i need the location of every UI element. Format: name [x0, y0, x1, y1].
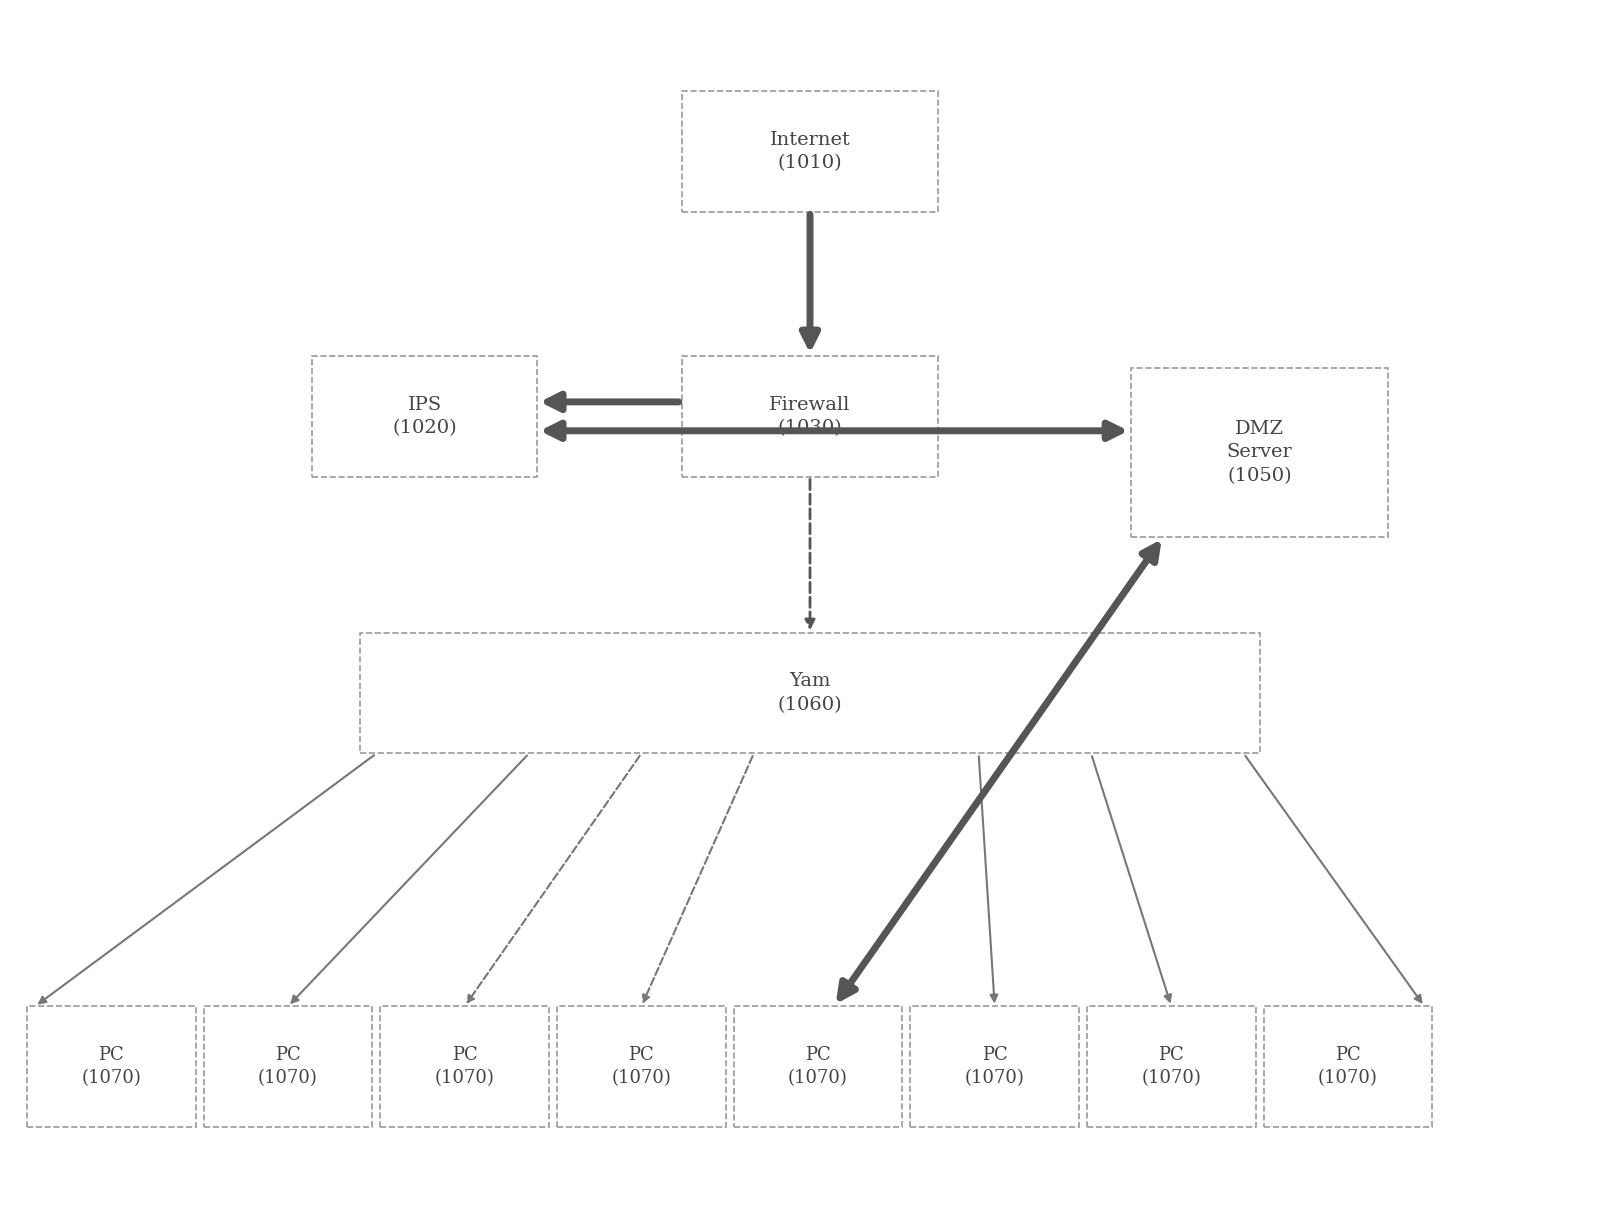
Text: Yam
(1060): Yam (1060)	[778, 672, 842, 714]
FancyBboxPatch shape	[682, 91, 938, 212]
FancyBboxPatch shape	[360, 633, 1260, 754]
FancyBboxPatch shape	[204, 1006, 373, 1127]
Text: PC
(1070): PC (1070)	[434, 1046, 494, 1088]
FancyBboxPatch shape	[1131, 368, 1388, 537]
Text: DMZ
Server
(1050): DMZ Server (1050)	[1226, 420, 1293, 485]
Text: PC
(1070): PC (1070)	[81, 1046, 141, 1088]
Text: PC
(1070): PC (1070)	[611, 1046, 671, 1088]
Text: PC
(1070): PC (1070)	[258, 1046, 318, 1088]
Text: PC
(1070): PC (1070)	[787, 1046, 847, 1088]
FancyBboxPatch shape	[1087, 1006, 1256, 1127]
FancyBboxPatch shape	[682, 356, 938, 476]
FancyBboxPatch shape	[734, 1006, 902, 1127]
Text: PC
(1070): PC (1070)	[1319, 1046, 1379, 1088]
FancyBboxPatch shape	[381, 1006, 549, 1127]
Text: PC
(1070): PC (1070)	[966, 1046, 1024, 1088]
FancyBboxPatch shape	[910, 1006, 1079, 1127]
FancyBboxPatch shape	[557, 1006, 726, 1127]
Text: Internet
(1010): Internet (1010)	[770, 130, 851, 172]
Text: Firewall
(1030): Firewall (1030)	[770, 396, 851, 437]
Text: PC
(1070): PC (1070)	[1142, 1046, 1202, 1088]
FancyBboxPatch shape	[28, 1006, 196, 1127]
Text: IPS
(1020): IPS (1020)	[392, 396, 457, 437]
FancyBboxPatch shape	[313, 356, 536, 476]
FancyBboxPatch shape	[1264, 1006, 1432, 1127]
